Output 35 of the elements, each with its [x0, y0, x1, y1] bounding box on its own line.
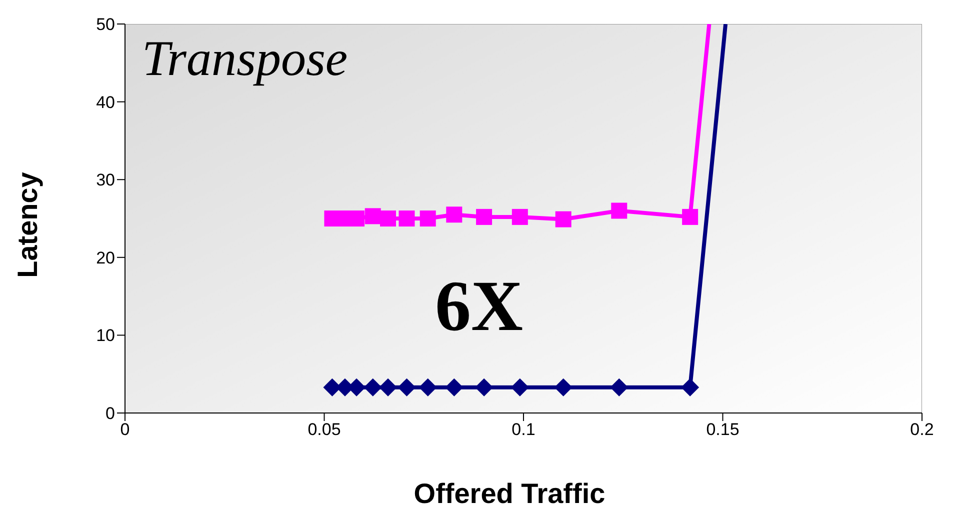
point: [681, 378, 700, 396]
x-tick-label: 0.05: [308, 420, 341, 440]
point: [420, 210, 436, 226]
y-tick-label: 0: [106, 404, 115, 424]
point: [555, 211, 572, 228]
point: [364, 208, 381, 224]
x-tick-label: 0.1: [512, 420, 536, 440]
x-tick-label: 0.15: [706, 420, 740, 440]
y-tick-label: 20: [96, 248, 115, 268]
y-tick-label: 30: [96, 170, 115, 190]
point: [475, 378, 494, 396]
y-tick-label: 10: [96, 326, 115, 346]
y-tick-label: 40: [96, 92, 115, 112]
point: [379, 378, 398, 396]
point: [682, 208, 698, 225]
point: [446, 206, 462, 223]
point: [380, 210, 396, 226]
point: [398, 378, 416, 396]
point: [398, 210, 415, 226]
point: [554, 378, 572, 396]
annotation: 6X: [435, 265, 523, 348]
point: [512, 208, 528, 225]
x-axis-title: Offered Traffic: [412, 478, 606, 510]
x-tick-label: 0.2: [910, 420, 934, 440]
chart-title: Transpose: [142, 29, 348, 87]
point: [510, 378, 529, 396]
point: [418, 378, 437, 396]
point: [610, 378, 628, 396]
point: [364, 378, 382, 396]
point: [476, 208, 492, 225]
y-axis-title: Latency: [12, 172, 44, 278]
x-tick-label: 0: [120, 420, 130, 440]
y-tick-label: 50: [96, 15, 115, 34]
point: [445, 378, 464, 396]
point: [611, 202, 628, 219]
